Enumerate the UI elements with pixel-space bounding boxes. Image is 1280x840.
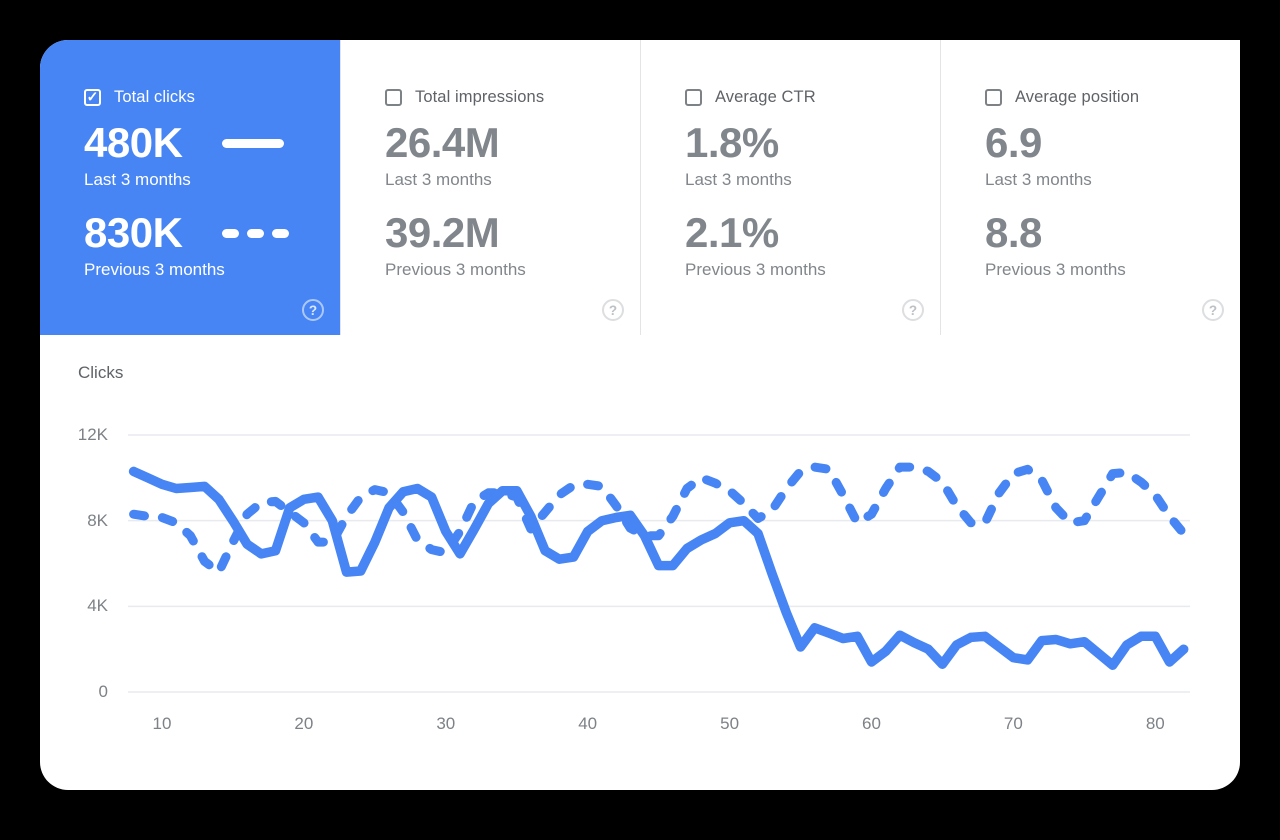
- x-axis-tick-label: 40: [578, 714, 598, 733]
- secondary-value-row: 830K: [84, 210, 340, 256]
- metric-card-label: Average CTR: [715, 87, 816, 106]
- solid-line-legend-icon: [222, 138, 285, 148]
- secondary-caption: Previous 3 months: [385, 260, 526, 279]
- card-header: Average CTR: [685, 88, 940, 106]
- primary-value-row: 1.8%: [685, 120, 940, 166]
- chart-y-axis-title: Clicks: [78, 363, 124, 382]
- primary-caption: Last 3 months: [685, 170, 792, 189]
- secondary-value: 8.8: [985, 209, 1042, 256]
- x-axis-tick-label: 70: [1003, 714, 1023, 733]
- secondary-value: 39.2M: [385, 209, 500, 256]
- x-axis-tick-label: 10: [152, 714, 172, 733]
- card-header: Total impressions: [385, 88, 640, 106]
- primary-value: 480K: [84, 119, 183, 166]
- help-icon[interactable]: ?: [1202, 299, 1224, 321]
- secondary-value: 830K: [84, 209, 183, 256]
- checkmark-icon: ✓: [86, 88, 99, 105]
- metric-card-label: Total impressions: [415, 87, 545, 106]
- metric-cards-row: ✓ Total clicks 480K Last 3 months 830K P…: [40, 40, 1240, 335]
- x-axis-tick-label: 60: [862, 714, 881, 733]
- primary-caption: Last 3 months: [985, 170, 1092, 189]
- total-clicks-checkbox[interactable]: ✓: [84, 88, 101, 106]
- help-icon[interactable]: ?: [602, 299, 624, 321]
- secondary-caption: Previous 3 months: [84, 260, 225, 279]
- x-axis-tick-label: 30: [436, 714, 456, 733]
- metric-card-average-position[interactable]: Average position 6.9 Last 3 months 8.8 P…: [940, 40, 1240, 335]
- clicks-line-chart[interactable]: [40, 335, 1240, 790]
- help-icon[interactable]: ?: [302, 299, 324, 321]
- x-axis-tick-label: 50: [720, 714, 740, 733]
- help-icon[interactable]: ?: [902, 299, 924, 321]
- primary-caption: Last 3 months: [84, 170, 191, 189]
- average-ctr-checkbox[interactable]: [685, 88, 702, 106]
- clicks-line-last-3-months: [128, 466, 1189, 670]
- secondary-value-row: 8.8: [985, 210, 1240, 256]
- x-axis-tick-label: 80: [1145, 714, 1165, 733]
- card-header: Average position: [985, 88, 1240, 106]
- metric-card-total-clicks[interactable]: ✓ Total clicks 480K Last 3 months 830K P…: [40, 40, 340, 335]
- secondary-value: 2.1%: [685, 209, 779, 256]
- card-header: ✓ Total clicks: [84, 88, 340, 106]
- primary-value: 1.8%: [685, 119, 779, 166]
- primary-value-row: 6.9: [985, 120, 1240, 166]
- secondary-caption: Previous 3 months: [685, 260, 826, 279]
- primary-value-row: 26.4M: [385, 120, 640, 166]
- metric-card-label: Average position: [1015, 87, 1140, 106]
- total-impressions-checkbox[interactable]: [385, 88, 402, 106]
- y-axis-tick-label: 12K: [77, 425, 108, 444]
- x-axis-tick-label: 20: [294, 714, 314, 733]
- performance-panel: ✓ Total clicks 480K Last 3 months 830K P…: [40, 40, 1240, 790]
- y-axis-tick-label: 4K: [87, 596, 108, 616]
- primary-caption: Last 3 months: [385, 170, 492, 189]
- clicks-chart: Clicks 12K 8K 4K 0 10 20 30 40 50 60 70 80: [40, 335, 1240, 790]
- metric-card-average-ctr[interactable]: Average CTR 1.8% Last 3 months 2.1% Prev…: [640, 40, 940, 335]
- clicks-line-previous-3-months: [129, 462, 1189, 577]
- primary-value-row: 480K: [84, 120, 340, 166]
- dashed-line-legend-icon: [222, 228, 290, 238]
- average-position-checkbox[interactable]: [985, 88, 1002, 106]
- secondary-value-row: 2.1%: [685, 210, 940, 256]
- primary-value: 26.4M: [385, 119, 500, 166]
- metric-card-total-impressions[interactable]: Total impressions 26.4M Last 3 months 39…: [340, 40, 640, 335]
- secondary-caption: Previous 3 months: [985, 260, 1126, 279]
- y-axis-tick-label: 0: [98, 682, 108, 701]
- secondary-value-row: 39.2M: [385, 210, 640, 256]
- y-axis-tick-label: 8K: [87, 510, 108, 530]
- primary-value: 6.9: [985, 119, 1042, 166]
- metric-card-label: Total clicks: [114, 87, 195, 106]
